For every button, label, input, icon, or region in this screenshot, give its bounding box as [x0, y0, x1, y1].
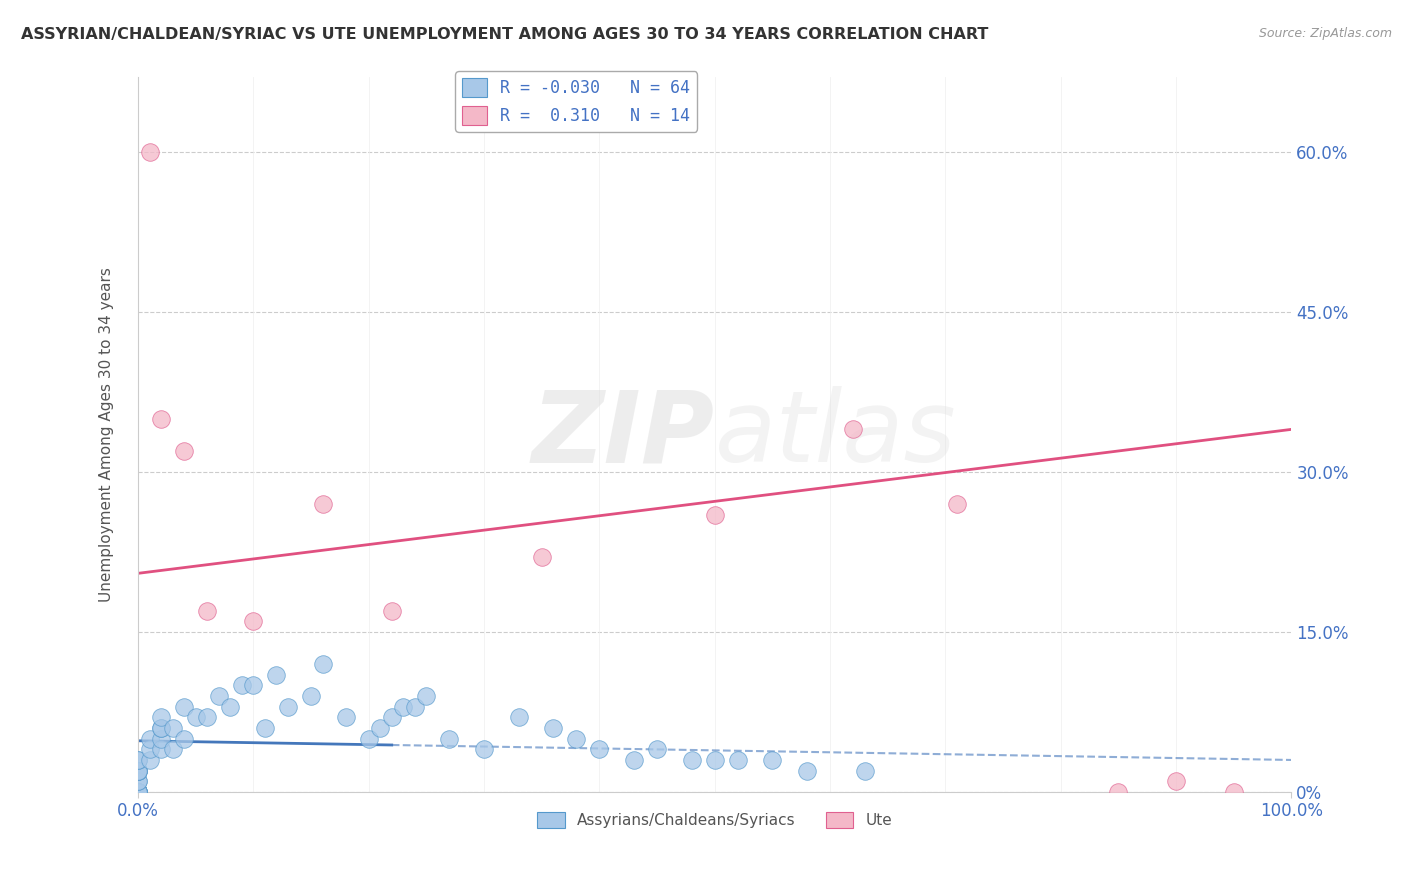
Point — [127, 785, 149, 799]
Point — [173, 443, 195, 458]
Point — [127, 785, 149, 799]
Point — [404, 699, 426, 714]
Point — [842, 422, 865, 436]
Point — [127, 764, 149, 778]
Point — [138, 753, 160, 767]
Point — [311, 657, 333, 671]
Point — [150, 721, 173, 735]
Point — [727, 753, 749, 767]
Point — [231, 678, 253, 692]
Point — [530, 550, 553, 565]
Point — [1223, 785, 1246, 799]
Point — [127, 785, 149, 799]
Point — [150, 742, 173, 756]
Point — [335, 710, 357, 724]
Point — [253, 721, 276, 735]
Point — [127, 785, 149, 799]
Point — [173, 731, 195, 746]
Point — [1107, 785, 1129, 799]
Point — [508, 710, 530, 724]
Point — [1164, 774, 1187, 789]
Point — [681, 753, 703, 767]
Point — [392, 699, 415, 714]
Point — [242, 615, 264, 629]
Point — [266, 667, 288, 681]
Y-axis label: Unemployment Among Ages 30 to 34 years: Unemployment Among Ages 30 to 34 years — [100, 268, 114, 602]
Point — [127, 774, 149, 789]
Point — [357, 731, 380, 746]
Point — [127, 785, 149, 799]
Point — [184, 710, 207, 724]
Point — [127, 753, 149, 767]
Point — [127, 785, 149, 799]
Point — [219, 699, 242, 714]
Point — [472, 742, 495, 756]
Text: ZIP: ZIP — [531, 386, 714, 483]
Point — [299, 689, 322, 703]
Point — [415, 689, 437, 703]
Text: ASSYRIAN/CHALDEAN/SYRIAC VS UTE UNEMPLOYMENT AMONG AGES 30 TO 34 YEARS CORRELATI: ASSYRIAN/CHALDEAN/SYRIAC VS UTE UNEMPLOY… — [21, 27, 988, 42]
Point — [853, 764, 876, 778]
Point — [127, 764, 149, 778]
Point — [162, 721, 184, 735]
Point — [127, 785, 149, 799]
Point — [150, 710, 173, 724]
Point — [127, 764, 149, 778]
Point — [588, 742, 610, 756]
Point — [127, 764, 149, 778]
Point — [150, 721, 173, 735]
Point — [127, 785, 149, 799]
Point — [173, 699, 195, 714]
Point — [127, 785, 149, 799]
Point — [381, 604, 404, 618]
Point — [150, 411, 173, 425]
Point — [127, 785, 149, 799]
Point — [381, 710, 404, 724]
Point — [796, 764, 818, 778]
Point — [761, 753, 783, 767]
Point — [138, 731, 160, 746]
Point — [277, 699, 299, 714]
Point — [368, 721, 391, 735]
Point — [138, 742, 160, 756]
Point — [127, 774, 149, 789]
Point — [703, 508, 725, 522]
Point — [439, 731, 461, 746]
Point — [208, 689, 231, 703]
Point — [150, 731, 173, 746]
Text: atlas: atlas — [714, 386, 956, 483]
Point — [195, 604, 218, 618]
Point — [623, 753, 645, 767]
Point — [127, 785, 149, 799]
Point — [311, 497, 333, 511]
Point — [127, 753, 149, 767]
Point — [138, 145, 160, 160]
Legend: Assyrians/Chaldeans/Syriacs, Ute: Assyrians/Chaldeans/Syriacs, Ute — [531, 806, 898, 834]
Point — [541, 721, 564, 735]
Point — [645, 742, 668, 756]
Point — [195, 710, 218, 724]
Text: Source: ZipAtlas.com: Source: ZipAtlas.com — [1258, 27, 1392, 40]
Point — [703, 753, 725, 767]
Point — [946, 497, 969, 511]
Point — [565, 731, 588, 746]
Point — [162, 742, 184, 756]
Point — [127, 785, 149, 799]
Point — [242, 678, 264, 692]
